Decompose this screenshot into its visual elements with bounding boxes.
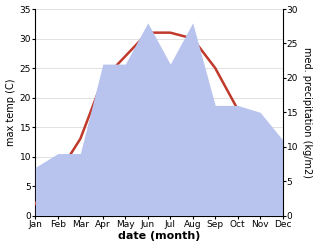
X-axis label: date (month): date (month) — [118, 231, 200, 242]
Y-axis label: max temp (C): max temp (C) — [5, 79, 16, 146]
Y-axis label: med. precipitation (kg/m2): med. precipitation (kg/m2) — [302, 47, 313, 178]
